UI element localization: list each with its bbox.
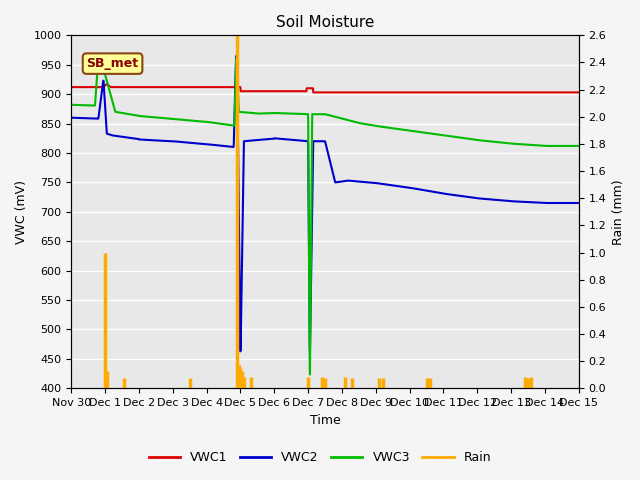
- Title: Soil Moisture: Soil Moisture: [276, 15, 374, 30]
- Y-axis label: Rain (mm): Rain (mm): [612, 179, 625, 245]
- Y-axis label: VWC (mV): VWC (mV): [15, 180, 28, 244]
- Legend: VWC1, VWC2, VWC3, Rain: VWC1, VWC2, VWC3, Rain: [144, 446, 496, 469]
- Text: SB_met: SB_met: [86, 57, 139, 70]
- X-axis label: Time: Time: [310, 414, 340, 427]
